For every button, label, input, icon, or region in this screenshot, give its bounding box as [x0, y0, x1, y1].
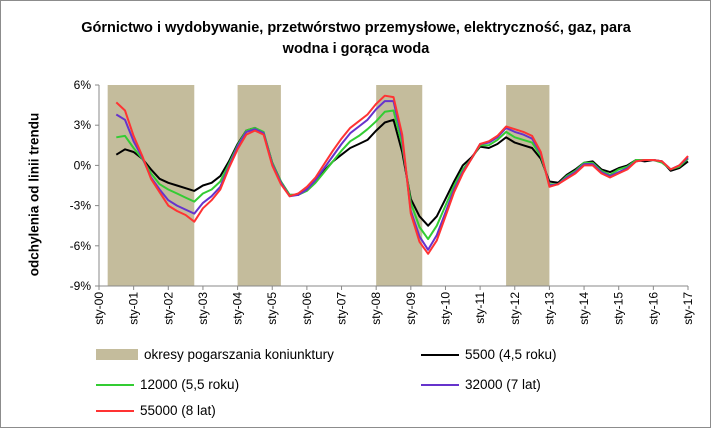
series-line-3 [115, 94, 689, 255]
x-tick-label: sty-17 [681, 292, 695, 325]
shaded-period-3 [506, 85, 550, 286]
shaded-period-1 [237, 85, 281, 286]
x-tick-label: sty-02 [161, 292, 175, 325]
x-tick-label: sty-06 [300, 292, 314, 325]
x-tick-label: sty-12 [508, 292, 522, 325]
x-tick-label: sty-00 [92, 292, 106, 325]
legend-swatch-line [421, 384, 459, 386]
legend-swatch-line [96, 384, 134, 386]
y-tick-label: 0% [74, 158, 92, 172]
x-tick-label: sty-03 [196, 292, 210, 325]
legend-swatch-line [421, 354, 459, 356]
x-tick-label: sty-16 [646, 292, 660, 325]
x-tick-label: sty-13 [542, 292, 556, 325]
y-tick-label: -9% [70, 279, 92, 293]
legend-label: 5500 (4,5 roku) [465, 347, 557, 362]
x-tick-label: sty-09 [404, 292, 418, 325]
y-tick-label: 6% [74, 78, 92, 92]
y-tick-label: -6% [70, 239, 92, 253]
legend-label: 12000 (5,5 roku) [140, 377, 240, 392]
legend-swatch-line [96, 410, 134, 412]
shaded-period-0 [107, 85, 195, 286]
x-tick-label: sty-05 [265, 292, 279, 325]
x-tick-label: sty-15 [612, 292, 626, 325]
x-tick-label: sty-10 [438, 292, 452, 325]
x-tick-label: sty-04 [231, 292, 245, 325]
y-tick-label: 3% [74, 118, 92, 132]
y-tick-label: -3% [70, 199, 92, 213]
x-tick-label: sty-01 [127, 292, 141, 325]
chart-title: Górnictwo i wydobywanie, przetwórstwo pr… [81, 20, 631, 57]
legend-label: 55000 (8 lat) [140, 403, 216, 418]
x-tick-label: sty-07 [335, 292, 349, 325]
x-tick-label: sty-11 [473, 292, 487, 324]
legend-label: okresy pogarszania koniunktury [144, 347, 334, 362]
legend-swatch-box [96, 349, 138, 360]
x-tick-label: sty-08 [369, 292, 383, 325]
legend-label: 32000 (7 lat) [465, 377, 541, 392]
x-tick-label: sty-14 [577, 292, 591, 325]
